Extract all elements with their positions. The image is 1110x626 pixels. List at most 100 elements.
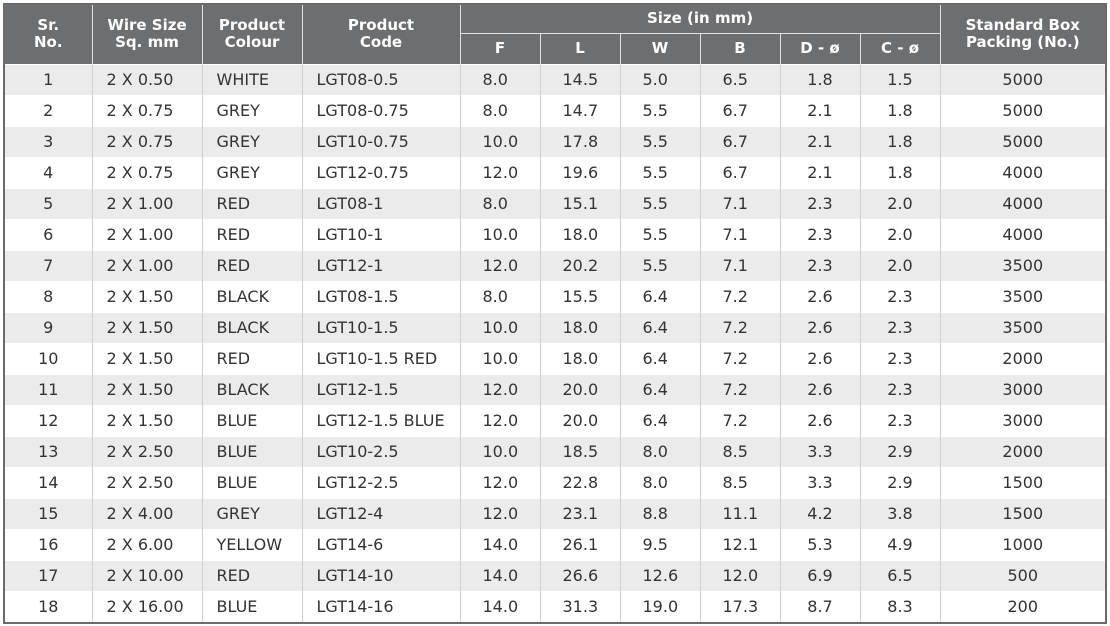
table-cell: 14.0 [459,590,540,623]
table-cell: 16 [3,528,92,560]
table-cell: 2.6 [779,280,860,312]
table-cell: 5000 [939,94,1106,126]
table-cell: 1000 [939,528,1106,560]
table-cell: LGT14-10 [301,559,460,591]
table-cell: 2.3 [779,249,860,281]
table-row: 13 2 X 2.50 BLUE LGT10-2.5 10.0 18.5 8.0 8.5 3.3… [3,435,1106,467]
table-cell: LGT08-0.5 [301,63,460,95]
table-cell: 2 X 1.50 [91,373,202,405]
table-cell: 2.0 [859,218,941,250]
table-cell: 2.6 [779,311,860,343]
table-cell: GREY [201,94,302,126]
table-cell: 10 [3,342,92,374]
subheader-cell: W [619,32,700,64]
table-cell: 5.5 [619,94,700,126]
table-row: 18 2 X 16.00 BLUE LGT14-16 14.0 31.3 19.0 17.3 8… [3,590,1106,623]
table-cell: 2 X 10.00 [91,559,202,591]
product-table: Sr. No. Wire Size Sq. mm Product Colour Pro… [3,3,1107,624]
table-cell: 7.2 [699,404,780,436]
table-cell: 2 X 16.00 [91,590,202,623]
table-cell: LGT10-0.75 [301,125,460,157]
table-cell: 12 [3,404,92,436]
table-cell: 1.5 [859,63,941,95]
table-row: 15 2 X 4.00 GREY LGT12-4 12.0 23.1 8.8 11.1 4.2 3… [3,497,1106,529]
table-cell: 31.3 [539,590,620,623]
table-cell: LGT08-0.75 [301,94,460,126]
table-cell: 5.5 [619,249,700,281]
table-cell: 2.1 [779,125,860,157]
table-cell: LGT14-16 [301,590,460,623]
table-cell: 2 X 1.50 [91,342,202,374]
table-cell: BLUE [201,466,302,498]
table-cell: 3000 [939,404,1106,436]
table-cell: 12.0 [459,497,540,529]
table-cell: 8.8 [619,497,700,529]
table-cell: LGT10-1.5 [301,311,460,343]
table-cell: 5000 [939,63,1106,95]
table-cell: 1.8 [859,156,941,188]
table-row: 10 2 X 1.50 RED LGT10-1.5 RED 10.0 18.0 6.4 7.2… [3,342,1106,374]
header-cell: Product Code [301,4,460,64]
table-cell: 6.9 [779,559,860,591]
table-cell: 2 X 2.50 [91,466,202,498]
table-cell: 7.1 [699,218,780,250]
table-cell: 2 X 1.50 [91,404,202,436]
table-cell: 8.5 [699,466,780,498]
table-cell: 14.5 [539,63,620,95]
table-cell: 20.0 [539,404,620,436]
table-cell: 2.3 [859,342,941,374]
table-cell: 2.0 [859,249,941,281]
table-cell: LGT10-2.5 [301,435,460,467]
table-cell: 4 [3,156,92,188]
subheader-cell: L [539,32,620,64]
table-cell: 3.3 [779,435,860,467]
table-cell: 6.4 [619,311,700,343]
table-cell: 18.0 [539,342,620,374]
table-cell: 3 [3,125,92,157]
table-cell: 5.5 [619,218,700,250]
table-cell: 2.6 [779,342,860,374]
table-cell: 11 [3,373,92,405]
table-cell: 11.1 [699,497,780,529]
table-row: 12 2 X 1.50 BLUE LGT12-1.5 BLUE 12.0 20.0 6.4 7… [3,404,1106,436]
table-cell: 10.0 [459,342,540,374]
table-cell: 6 [3,218,92,250]
subheader-cell: F [459,32,540,64]
table-cell: 1500 [939,466,1106,498]
table-cell: 2 X 1.00 [91,218,202,250]
table-cell: 2 X 2.50 [91,435,202,467]
table-cell: 3500 [939,280,1106,312]
table-cell: 2 [3,94,92,126]
table-cell: 2 X 6.00 [91,528,202,560]
table-cell: 2.9 [859,435,941,467]
table-cell: LGT08-1.5 [301,280,460,312]
table-cell: 23.1 [539,497,620,529]
header-cell: Standard Box Packing (No.) [939,4,1106,64]
table-cell: 12.0 [459,404,540,436]
table-cell: 7 [3,249,92,281]
table-cell: LGT12-1 [301,249,460,281]
table-cell: WHITE [201,63,302,95]
table-cell: 5000 [939,125,1106,157]
table-cell: LGT12-0.75 [301,156,460,188]
table-cell: RED [201,559,302,591]
table-cell: GREY [201,156,302,188]
table-cell: LGT14-6 [301,528,460,560]
table-cell: 8 [3,280,92,312]
table-cell: 7.2 [699,342,780,374]
table-cell: 2.3 [859,404,941,436]
table-cell: 18.0 [539,218,620,250]
table-cell: 1.8 [779,63,860,95]
table-cell: 10.0 [459,218,540,250]
table-cell: 13 [3,435,92,467]
table-cell: 5.0 [619,63,700,95]
table-cell: 26.6 [539,559,620,591]
table-cell: 6.5 [859,559,941,591]
